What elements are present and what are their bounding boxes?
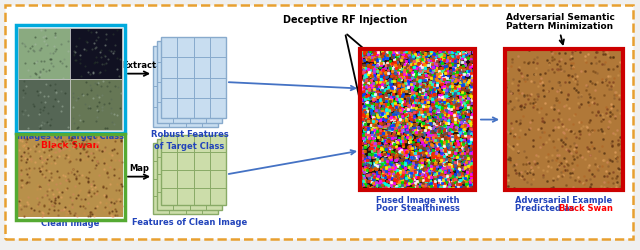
Bar — [157, 41, 222, 123]
Text: Robust Features
of Target Class: Robust Features of Target Class — [150, 130, 228, 151]
Bar — [18, 28, 70, 79]
Text: Map: Map — [129, 164, 149, 173]
Bar — [153, 144, 218, 214]
Text: Fused Image with: Fused Image with — [376, 196, 460, 205]
Bar — [16, 134, 125, 220]
Text: Pattern Minimization: Pattern Minimization — [506, 22, 614, 31]
Text: Features of Clean Image: Features of Clean Image — [132, 218, 247, 228]
Bar — [153, 46, 218, 127]
Bar — [18, 79, 70, 130]
Text: Clean Image: Clean Image — [42, 219, 100, 228]
Bar — [70, 79, 122, 130]
Bar — [18, 136, 123, 218]
Bar — [161, 37, 226, 118]
Text: Adversarial Example: Adversarial Example — [515, 196, 612, 205]
Bar — [70, 28, 122, 79]
Bar — [157, 139, 222, 210]
Text: Black Swan: Black Swan — [42, 141, 100, 150]
Text: Extract: Extract — [122, 62, 156, 70]
Bar — [505, 49, 623, 190]
Text: Poor Stealthiness: Poor Stealthiness — [376, 204, 460, 213]
Bar — [360, 49, 475, 190]
Text: Adversarial Semantic: Adversarial Semantic — [506, 13, 614, 22]
Text: Deceptive RF Injection: Deceptive RF Injection — [283, 15, 407, 25]
Text: Images of Target Class: Images of Target Class — [17, 132, 124, 141]
Bar — [505, 49, 623, 190]
Text: Black Swan: Black Swan — [559, 204, 613, 213]
Text: Predicted as: Predicted as — [515, 204, 577, 213]
Bar — [16, 25, 125, 132]
Bar — [360, 49, 475, 190]
Bar — [161, 135, 226, 206]
